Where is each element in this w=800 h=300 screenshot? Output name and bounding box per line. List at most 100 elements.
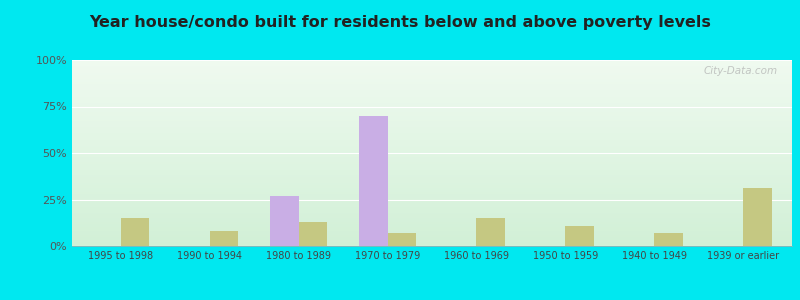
Bar — [72, 190, 792, 192]
Bar — [72, 212, 792, 214]
Bar — [72, 108, 792, 110]
Bar — [72, 122, 792, 123]
Bar — [72, 95, 792, 97]
Bar — [387, 233, 416, 246]
Bar — [72, 97, 792, 99]
Bar — [72, 86, 792, 88]
Bar — [72, 181, 792, 183]
Bar — [72, 244, 792, 246]
Bar — [72, 88, 792, 90]
Bar — [72, 160, 792, 162]
Bar — [72, 80, 792, 82]
Bar — [72, 216, 792, 218]
Bar — [72, 175, 792, 177]
Bar — [72, 90, 792, 92]
Bar — [72, 153, 792, 155]
Bar — [72, 127, 792, 129]
Bar — [298, 222, 327, 246]
Bar — [72, 242, 792, 244]
Bar — [566, 226, 594, 246]
Bar — [72, 84, 792, 86]
Bar — [72, 138, 792, 140]
Text: Year house/condo built for residents below and above poverty levels: Year house/condo built for residents bel… — [89, 15, 711, 30]
Bar — [72, 131, 792, 133]
Bar — [72, 220, 792, 222]
Bar — [72, 103, 792, 105]
Bar — [72, 229, 792, 231]
Bar — [72, 118, 792, 119]
Bar — [72, 177, 792, 179]
Bar — [72, 144, 792, 146]
Bar — [72, 184, 792, 187]
Bar — [72, 101, 792, 103]
Bar — [72, 168, 792, 170]
Bar — [72, 140, 792, 142]
Bar — [72, 82, 792, 84]
Bar — [72, 173, 792, 175]
Bar — [72, 194, 792, 196]
Bar — [72, 211, 792, 212]
Bar — [72, 123, 792, 125]
Bar — [72, 71, 792, 73]
Bar — [72, 134, 792, 136]
Bar — [72, 147, 792, 149]
Bar — [72, 149, 792, 151]
Bar — [72, 200, 792, 201]
Bar — [72, 240, 792, 242]
Bar — [72, 214, 792, 216]
Bar — [654, 233, 682, 246]
Bar — [72, 64, 792, 66]
Bar — [72, 159, 792, 161]
Bar — [72, 196, 792, 198]
Bar — [72, 164, 792, 166]
Bar — [72, 238, 792, 240]
Bar — [72, 207, 792, 209]
Bar — [72, 155, 792, 157]
Bar — [72, 166, 792, 168]
Bar — [72, 198, 792, 200]
Bar — [72, 99, 792, 101]
Bar — [72, 112, 792, 114]
Bar — [72, 151, 792, 153]
Bar — [72, 209, 792, 211]
Bar — [72, 235, 792, 237]
Bar — [72, 94, 792, 95]
Bar — [72, 77, 792, 79]
Bar — [210, 231, 238, 246]
Bar — [72, 183, 792, 184]
Bar — [72, 62, 792, 64]
Bar — [72, 188, 792, 190]
Bar — [72, 224, 792, 226]
Bar — [72, 187, 792, 188]
Bar — [72, 205, 792, 207]
Bar — [72, 110, 792, 112]
Bar — [477, 218, 505, 246]
Bar — [72, 146, 792, 147]
Bar — [72, 142, 792, 144]
Bar — [72, 73, 792, 75]
Bar — [72, 114, 792, 116]
Text: City-Data.com: City-Data.com — [703, 66, 778, 76]
Bar — [72, 192, 792, 194]
Bar — [72, 106, 792, 108]
Bar — [72, 69, 792, 71]
Bar — [72, 119, 792, 122]
Bar — [72, 68, 792, 69]
Bar — [72, 125, 792, 127]
Bar — [72, 136, 792, 138]
Bar — [743, 188, 771, 246]
Bar — [72, 157, 792, 159]
Bar — [72, 116, 792, 118]
Bar — [72, 231, 792, 233]
Bar — [72, 222, 792, 224]
Bar — [72, 170, 792, 172]
Bar — [72, 227, 792, 229]
Bar — [72, 201, 792, 203]
Bar — [72, 66, 792, 68]
Bar — [72, 79, 792, 80]
Bar — [121, 218, 150, 246]
Bar — [72, 92, 792, 94]
Bar — [72, 60, 792, 62]
Bar — [72, 233, 792, 235]
Bar — [72, 133, 792, 134]
